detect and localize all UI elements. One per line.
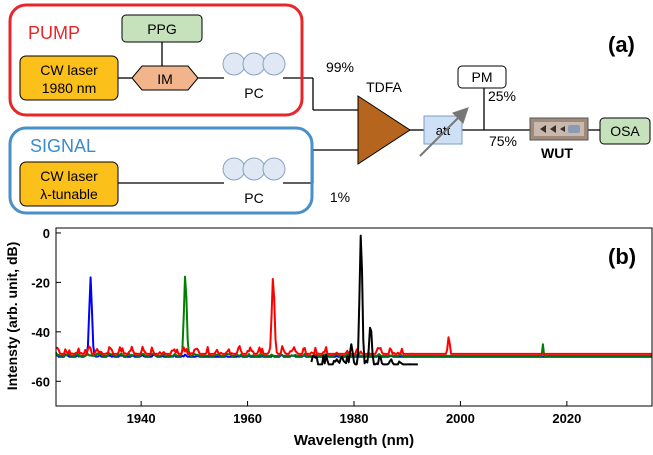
signal-laser-box: [19, 161, 119, 207]
setup-diagram: PUMP PPG CW laser 1980 nm IM PC 99% SIGN…: [8, 3, 651, 215]
tdfa-label: TDFA: [366, 79, 402, 95]
y-tick-label: -40: [31, 325, 50, 340]
spectrum-line-1: [55, 275, 652, 357]
osa-label: OSA: [610, 123, 640, 139]
axis-ticks: 1940 1960 1980 2000 2020 0 -20 -40 -60: [31, 226, 581, 426]
x-tick-label: 1940: [127, 411, 156, 426]
modulator-label: IM: [157, 71, 173, 87]
attenuator-label: att: [436, 123, 451, 138]
y-tick-label: 0: [43, 226, 50, 241]
signal-title: SIGNAL: [30, 136, 96, 156]
ppg-label: PPG: [147, 21, 177, 37]
y-tick-label: -60: [31, 374, 50, 389]
x-tick-label: 1960: [233, 411, 262, 426]
tdfa-amplifier: [357, 95, 411, 165]
signal-pc-label: PC: [244, 190, 263, 206]
spectrum-line-3: [310, 234, 418, 366]
intensity-modulator: [131, 65, 199, 91]
panel-b-label: (b): [608, 244, 636, 269]
attenuator-arrow: [419, 107, 469, 157]
pump-group-box: [8, 3, 304, 117]
pump-pc-label: PC: [244, 85, 263, 101]
signal-split-label: 1%: [330, 189, 350, 205]
power-meter-box: [457, 65, 507, 89]
coupler-top-label: 25%: [488, 88, 516, 104]
coupler-bottom-label: 75%: [489, 133, 517, 149]
x-tick-label: 2000: [446, 411, 475, 426]
pump-title: PUMP: [28, 23, 80, 43]
panel-a-label: (a): [608, 32, 635, 57]
signal-laser-line2: λ-tunable: [40, 186, 98, 202]
spectrum-line-2: [55, 278, 652, 355]
wut-label: WUT: [541, 145, 573, 161]
signal-laser-line1: CW laser: [40, 168, 98, 184]
plot-frame: [55, 227, 653, 407]
spectrum-chart: 1940 1960 1980 2000 2020 0 -20 -40 -60 Wavelengt…: [4, 226, 653, 449]
ppg-box: [121, 14, 203, 43]
osa-box: [599, 117, 651, 145]
wut-device: [529, 117, 589, 141]
y-tick-label: -20: [31, 275, 50, 290]
pump-laser-line2: 1980 nm: [42, 80, 96, 96]
pump-laser-line1: CW laser: [40, 62, 98, 78]
spectrum-series: [55, 234, 652, 366]
pump-split-label: 99%: [326, 59, 354, 75]
signal-group-box: [8, 126, 314, 215]
x-axis-label: Wavelength (nm): [294, 432, 414, 449]
spectrum-line-0: [55, 276, 652, 358]
pump-laser-box: [19, 55, 119, 101]
x-tick-label: 2020: [552, 411, 581, 426]
y-axis-label: Intensty (arb. unit, dB): [4, 242, 20, 391]
pump-polarization-controller: [222, 52, 286, 76]
power-meter-label: PM: [472, 69, 493, 85]
signal-polarization-controller: [222, 157, 286, 181]
x-tick-label: 1980: [340, 411, 369, 426]
